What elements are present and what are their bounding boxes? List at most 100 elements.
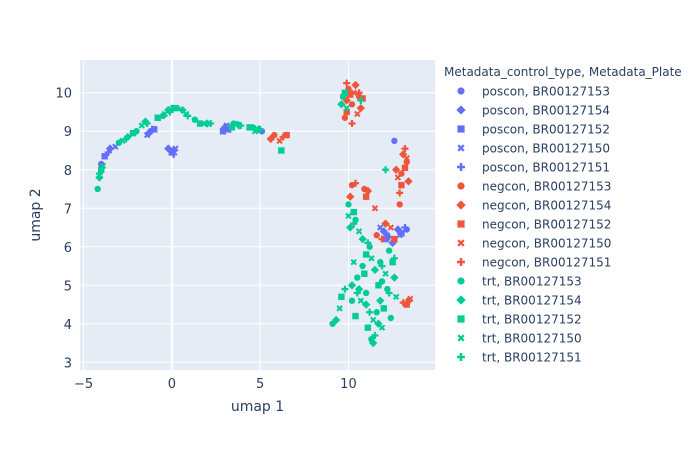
data-point [338, 293, 345, 301]
data-point [364, 239, 372, 247]
data-point [246, 124, 253, 131]
data-point [390, 273, 399, 282]
data-point [403, 301, 410, 308]
data-point [337, 100, 346, 109]
data-point [184, 112, 192, 120]
x-tick-label: 10 [340, 377, 357, 392]
legend-label: trt, BR00127152 [482, 313, 582, 327]
data-point [376, 296, 385, 305]
data-point [369, 338, 378, 348]
data-point [354, 274, 361, 281]
legend-item[interactable]: trt, BR00127153 [457, 275, 582, 289]
data-point [283, 131, 290, 139]
data-point [348, 101, 356, 108]
data-point [143, 120, 151, 128]
y-tick-label: 8 [64, 164, 72, 179]
legend-marker [457, 182, 465, 190]
data-point [350, 89, 357, 96]
data-point [378, 235, 386, 243]
data-point [378, 324, 386, 331]
data-point [392, 293, 400, 301]
data-point [228, 124, 236, 131]
data-point [353, 289, 361, 297]
legend-label: trt, BR00127154 [482, 294, 582, 308]
data-point [161, 110, 168, 118]
legend-marker [457, 220, 465, 228]
data-point [401, 223, 409, 232]
legend-marker [457, 125, 465, 133]
legend-item[interactable]: poscon, BR00127150 [457, 142, 610, 156]
legend-label: poscon, BR00127152 [482, 123, 610, 137]
data-point [396, 232, 403, 239]
data-point [382, 166, 390, 174]
legend-item[interactable]: poscon, BR00127153 [457, 85, 610, 99]
data-point [375, 282, 382, 289]
y-tick-label: 5 [64, 279, 72, 294]
data-point [104, 148, 112, 156]
data-point [362, 193, 370, 200]
data-point [373, 309, 380, 316]
data-point [394, 174, 402, 181]
data-point [154, 114, 161, 121]
legend-label: poscon, BR00127150 [482, 142, 610, 156]
y-tick-label: 9 [64, 125, 72, 140]
y-tick-label: 6 [64, 241, 72, 256]
legend-item[interactable]: poscon, BR00127151 [457, 161, 610, 175]
data-point [361, 270, 368, 277]
data-point [343, 79, 351, 87]
data-point [256, 125, 264, 133]
data-point [329, 320, 336, 327]
data-point [336, 305, 343, 312]
legend-label: trt, BR00127153 [482, 275, 582, 289]
data-point [207, 120, 215, 128]
data-point [358, 234, 367, 244]
data-point [279, 133, 287, 141]
legend-title: Metadata_control_type, Metadata_Plate [444, 65, 682, 79]
data-point [387, 224, 395, 231]
legend-item[interactable]: trt, BR00127152 [457, 313, 582, 327]
tick-labels: −5 0 5 10 3 4 5 6 7 8 9 10 [55, 87, 356, 392]
data-point [378, 262, 386, 270]
data-point [170, 104, 177, 112]
legend-label: poscon, BR00127154 [482, 104, 610, 118]
legend-marker [457, 334, 465, 342]
legend-item[interactable]: negcon, BR00127154 [456, 199, 611, 213]
y-axis-title: umap 2 [28, 188, 44, 241]
data-point [355, 228, 363, 235]
data-point [401, 164, 409, 172]
y-tick-label: 7 [64, 202, 72, 217]
legend-marker [457, 239, 465, 247]
data-point [385, 233, 393, 241]
data-point [341, 114, 349, 121]
data-point [364, 324, 372, 331]
series-group [99, 104, 400, 331]
data-point [363, 186, 373, 196]
legend-marker [456, 200, 466, 210]
data-point [404, 177, 413, 186]
data-point [389, 258, 396, 266]
legend-item[interactable]: negcon, BR00127150 [457, 237, 611, 251]
data-point [343, 108, 350, 116]
legend-item[interactable]: trt, BR00127150 [457, 332, 582, 346]
data-point [347, 281, 357, 290]
data-point [359, 95, 366, 102]
legend-item[interactable]: trt, BR00127151 [457, 351, 582, 365]
legend-item[interactable]: negcon, BR00127153 [457, 180, 611, 194]
series-group [279, 79, 409, 307]
legend-item[interactable]: negcon, BR00127152 [457, 218, 611, 232]
data-point [403, 154, 410, 162]
data-point [369, 316, 377, 324]
data-point [345, 201, 352, 208]
legend-label: negcon, BR00127151 [482, 256, 611, 270]
legend-item[interactable]: negcon, BR00127151 [457, 256, 611, 270]
legend-item[interactable]: poscon, BR00127152 [457, 123, 610, 137]
data-point [382, 270, 389, 277]
legend-marker [457, 353, 465, 361]
legend-item[interactable]: poscon, BR00127154 [456, 104, 610, 118]
data-point [348, 297, 356, 304]
data-point [346, 192, 355, 201]
legend-item[interactable]: trt, BR00127154 [456, 294, 582, 308]
data-point [396, 189, 404, 197]
data-point [271, 131, 278, 139]
data-point [377, 224, 384, 231]
